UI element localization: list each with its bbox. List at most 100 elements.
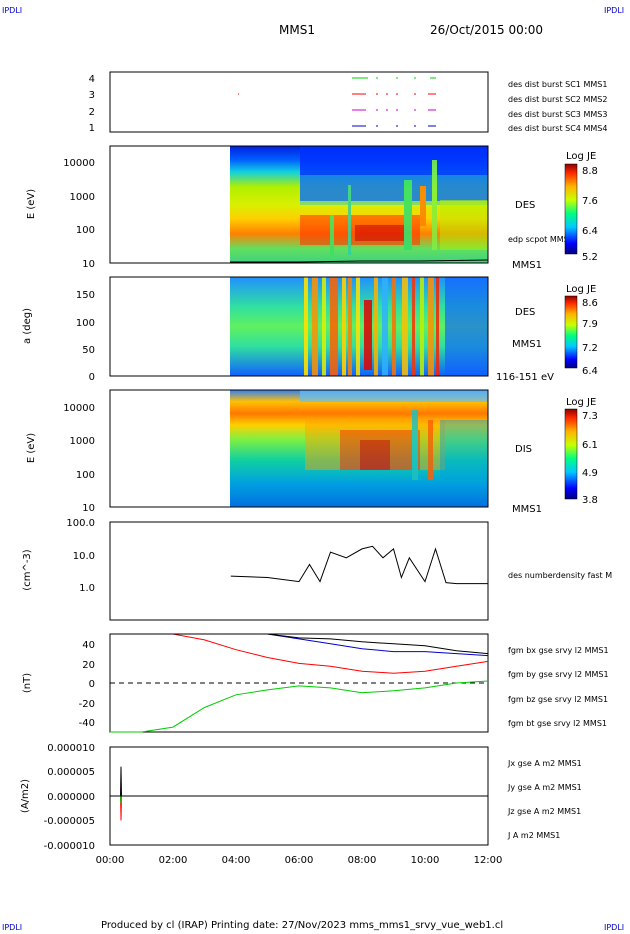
bfield-legend-by: fgm by gse srvy l2 MMS1 — [508, 670, 609, 679]
des-pitch-colorbar — [564, 295, 578, 369]
bfield-ylabel: (nT) — [22, 673, 33, 693]
current-legend-j: J A m2 MMS1 — [507, 831, 560, 840]
status-ytick-4: 4 — [89, 74, 95, 85]
des-energy-ytick-10: 10 — [82, 259, 95, 270]
xtick-0800: 08:00 — [348, 855, 377, 866]
des-energy-ytick-100: 100 — [76, 225, 95, 236]
dis-energy-ytick-100: 100 — [76, 470, 95, 481]
x-axis: 00:00 02:00 04:00 06:00 08:00 10:00 12:0… — [96, 855, 503, 866]
des-pitch-ytick-50: 50 — [82, 345, 95, 356]
panel-bfield: 40 20 0 -20 -40 (nT) fgm bx gse srvy l2 … — [22, 633, 609, 733]
des-pitch-cb-tick-0: 8.6 — [582, 298, 598, 309]
des-energy-cb-tick-1: 7.6 — [582, 196, 598, 207]
current-legend-jz: Jz gse A m2 MMS1 — [507, 807, 581, 816]
bfield-ytick-m20: -20 — [79, 699, 95, 710]
des-energy-overlay-label: edp scpot MMS1 — [508, 235, 574, 244]
des-energy-cb-title: Log JE — [566, 151, 596, 162]
xtick-0600: 06:00 — [285, 855, 314, 866]
panel-current: 0.000010 0.000005 0.000000 -0.000005 -0.… — [20, 743, 582, 852]
density-legend: des numberdensity fast M — [508, 571, 612, 580]
bfield-series-1 — [110, 633, 489, 674]
edp-scpot-line — [230, 259, 489, 263]
current-legend-jy: Jy gse A m2 MMS1 — [507, 783, 582, 792]
corner-label-top-left: IPDLI — [2, 6, 22, 15]
density-ylabel: (cm^-3) — [22, 549, 33, 590]
density-ytick-1: 1.0 — [79, 583, 95, 594]
xtick-1000: 10:00 — [411, 855, 440, 866]
current-ytick-5: -0.000010 — [44, 841, 95, 852]
dis-energy-ylabel: E (eV) — [26, 433, 37, 463]
bfield-legend-bx: fgm bx gse srvy l2 MMS1 — [508, 646, 609, 655]
corner-label-top-right: IPDLI — [604, 6, 624, 15]
current-ylabel: (A/m2) — [20, 779, 31, 813]
dis-energy-cb-tick-3: 3.8 — [582, 495, 598, 506]
des-pitch-ytick-0: 0 — [89, 372, 95, 383]
dis-energy-cb-tick-0: 7.3 — [582, 411, 598, 422]
des-pitch-label: DES — [515, 307, 535, 318]
des-energy-cb-tick-3: 5.2 — [582, 252, 598, 263]
dis-energy-colorbar — [564, 408, 578, 500]
dis-energy-bottom-label: MMS1 — [512, 504, 542, 515]
panel-status: 4 3 2 1 des dist burst SC1 MMS1 des dist… — [89, 71, 607, 134]
des-energy-label: DES — [515, 200, 535, 211]
bfield-ytick-40: 40 — [82, 640, 95, 651]
current-legend-jx: Jx gse A m2 MMS1 — [507, 759, 582, 768]
des-energy-ytick-10000: 10000 — [63, 158, 95, 169]
bfield-ytick-20: 20 — [82, 660, 95, 671]
status-ytick-2: 2 — [89, 107, 95, 118]
panel-des-pitch: 150 100 50 0 a (deg) DES MMS1 116-151 eV… — [22, 276, 598, 383]
dis-energy-label: DIS — [515, 444, 532, 455]
xtick-0000: 00:00 — [96, 855, 125, 866]
density-ytick-100: 100.0 — [66, 518, 95, 529]
current-series-4 — [110, 766, 488, 797]
current-ytick-3: 0.000000 — [47, 792, 95, 803]
density-ytick-10: 10.0 — [73, 551, 95, 562]
bfield-ytick-0: 0 — [89, 679, 95, 690]
density-plot-area — [109, 521, 489, 621]
bfield-legend-bz: fgm bz gse srvy l2 MMS1 — [508, 695, 608, 704]
current-ytick-2: 0.000005 — [47, 767, 95, 778]
xtick-0400: 04:00 — [222, 855, 251, 866]
des-energy-bottom-label: MMS1 — [512, 260, 542, 271]
bfield-series-3 — [110, 633, 489, 657]
bfield-series-2 — [110, 680, 489, 733]
des-pitch-ytick-150: 150 — [76, 290, 95, 301]
panel-density: 100.0 10.0 1.0 (cm^-3) des numberdensity… — [22, 518, 612, 621]
status-legend-sc4: des dist burst SC4 MMS4 — [508, 124, 607, 133]
des-pitch-bottom-label: 116-151 eV — [496, 372, 554, 383]
current-series-1 — [110, 795, 488, 821]
des-pitch-label2: MMS1 — [512, 339, 542, 350]
density-series-1 — [230, 545, 488, 585]
xtick-1200: 12:00 — [474, 855, 503, 866]
header-date: 26/Oct/2015 00:00 — [430, 23, 543, 37]
dis-energy-ytick-10: 10 — [82, 503, 95, 514]
dis-energy-cb-tick-2: 4.9 — [582, 468, 598, 479]
current-series-2 — [110, 795, 488, 804]
des-energy-ytick-1000: 1000 — [70, 192, 95, 203]
footer-text: Produced by cl (IRAP) Printing date: 27/… — [101, 920, 503, 931]
des-pitch-cb-tick-2: 7.2 — [582, 343, 598, 354]
des-pitch-cb-title: Log JE — [566, 284, 596, 295]
des-pitch-ylabel: a (deg) — [22, 308, 33, 344]
header-spacecraft: MMS1 — [279, 23, 315, 37]
des-energy-colorbar — [564, 163, 578, 255]
dis-energy-spectrogram — [230, 390, 488, 507]
dis-energy-cb-tick-1: 6.1 — [582, 440, 598, 451]
des-energy-ylabel: E (eV) — [26, 189, 37, 219]
dis-energy-ytick-1000: 1000 — [70, 436, 95, 447]
corner-label-bottom-right: IPDLI — [604, 923, 624, 932]
bfield-series-4 — [110, 633, 489, 655]
status-legend-sc2: des dist burst SC2 MMS2 — [508, 95, 607, 104]
dis-energy-ytick-10000: 10000 — [63, 403, 95, 414]
panel-des-energy: 10000 1000 100 10 E (eV) DES edp scpot M… — [26, 145, 598, 271]
xtick-0200: 02:00 — [159, 855, 188, 866]
corner-label-bottom-left: IPDLI — [2, 923, 22, 932]
dis-energy-cb-title: Log JE — [566, 397, 596, 408]
des-pitch-cb-tick-1: 7.9 — [582, 319, 598, 330]
status-ytick-1: 1 — [89, 123, 95, 134]
status-legend-sc3: des dist burst SC3 MMS3 — [508, 110, 607, 119]
current-ytick-1: 0.000010 — [47, 743, 95, 754]
current-ytick-4: -0.000005 — [44, 816, 95, 827]
des-energy-cb-tick-0: 8.8 — [582, 166, 598, 177]
